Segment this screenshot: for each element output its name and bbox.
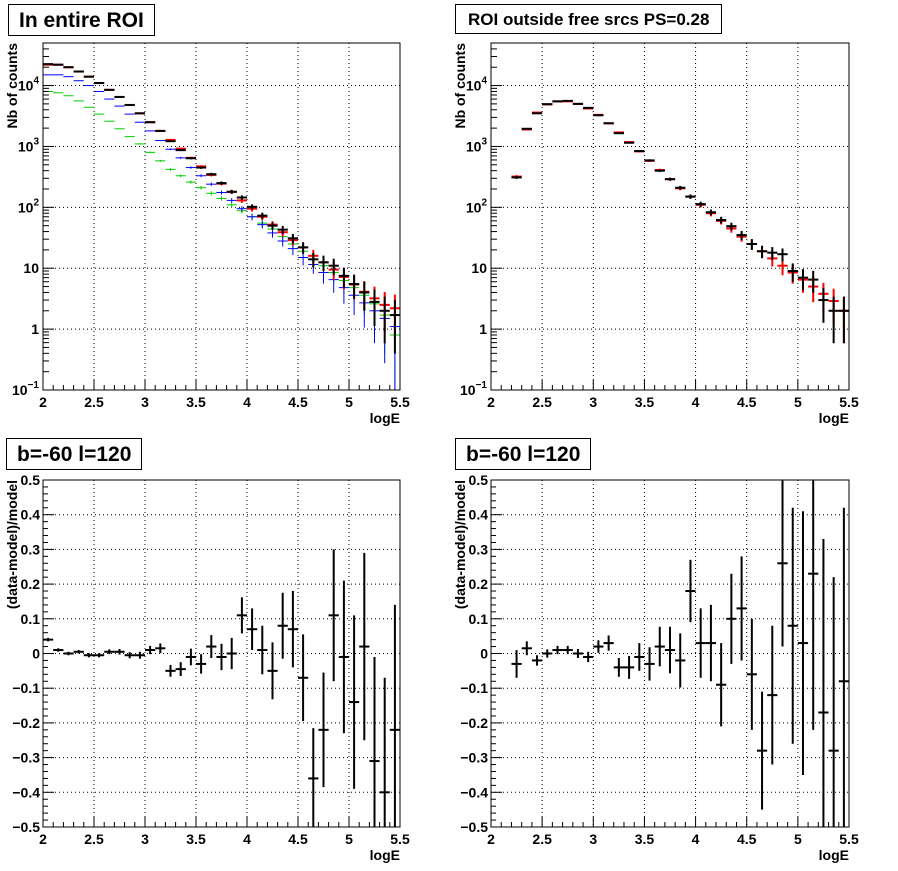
y-axis-title: Nb of counts <box>4 43 20 129</box>
x-axis-title: logE <box>370 847 400 863</box>
x-tick-label: 4.5 <box>737 394 757 410</box>
y-tick-label: −0.1 <box>12 680 40 696</box>
x-tick-label: 5.5 <box>839 831 859 847</box>
x-tick-label: 3 <box>141 394 149 410</box>
y-tick-label: 0.1 <box>21 611 41 627</box>
y-tick-label: 0.2 <box>469 576 489 592</box>
y-tick-label: 0.3 <box>469 541 489 557</box>
x-tick-label: 2 <box>487 831 495 847</box>
y-tick-label: 104 <box>18 76 40 94</box>
x-tick-label: 3.5 <box>186 831 206 847</box>
y-tick-label: 10 <box>23 260 39 276</box>
y-tick-label: 0.2 <box>21 576 41 592</box>
x-axis-title: logE <box>819 410 849 426</box>
x-tick-label: 2.5 <box>84 394 104 410</box>
x-tick-label: 4 <box>243 394 251 410</box>
y-tick-label: −0.2 <box>12 715 40 731</box>
x-tick-label: 5 <box>345 831 353 847</box>
y-tick-label: 103 <box>18 136 40 154</box>
y-tick-label: 1 <box>479 321 487 337</box>
y-tick-label: 0.5 <box>21 472 41 488</box>
x-tick-label: 3 <box>589 831 597 847</box>
x-tick-label: 2 <box>39 394 47 410</box>
series-1 <box>511 480 849 827</box>
x-tick-label: 4 <box>692 831 700 847</box>
panel-2-title: ROI outside free srcs PS=0.28 <box>455 4 723 34</box>
y-tick-label: 102 <box>466 197 488 215</box>
x-tick-label: 4 <box>692 394 700 410</box>
y-tick-label: 103 <box>466 136 488 154</box>
x-tick-label: 3 <box>589 394 597 410</box>
x-tick-label: 2.5 <box>532 394 552 410</box>
panel-2: 2 2.5 3 3.5 4 4.5 5 5.5 10−1 1 10 102 103 104 logE Nb o… <box>452 42 859 426</box>
y-tick-label: −0.5 <box>460 819 488 835</box>
series-4 <box>43 63 400 354</box>
panel-3-title: b=-60 l=120 <box>6 438 143 470</box>
x-axis-title: logE <box>370 410 400 426</box>
series-1 <box>511 100 849 344</box>
x-tick-label: 3 <box>141 831 149 847</box>
panel-1-title: In entire ROI <box>8 4 155 36</box>
y-axis-title: Nb of counts <box>452 43 468 129</box>
y-tick-label: 0 <box>32 646 40 662</box>
y-tick-label: −0.1 <box>460 680 488 696</box>
x-tick-label: 5 <box>345 394 353 410</box>
x-tick-label: 3.5 <box>635 831 655 847</box>
y-tick-label: −0.4 <box>460 784 488 800</box>
plot-frame <box>42 42 401 391</box>
x-tick-label: 2.5 <box>532 831 552 847</box>
y-axis-title: (data-model)/model <box>4 480 20 609</box>
x-tick-label: 5 <box>794 831 802 847</box>
x-tick-label: 4 <box>243 831 251 847</box>
panel-4-title: b=-60 l=120 <box>455 438 592 470</box>
y-tick-label: 0.4 <box>21 507 41 523</box>
x-tick-label: 2.5 <box>84 831 104 847</box>
series-2 <box>511 99 849 344</box>
x-tick-label: 3.5 <box>635 394 655 410</box>
y-tick-label: 0.3 <box>21 541 41 557</box>
x-tick-label: 4.5 <box>737 831 757 847</box>
y-tick-label: 0 <box>480 646 488 662</box>
x-tick-label: 5.5 <box>390 831 410 847</box>
panel-4: 2 2.5 3 3.5 4 4.5 5 5.5 −0.5 −0.4 −0.3 −0.2 −0.1 0 0.1… <box>452 472 859 863</box>
x-tick-label: 5 <box>794 394 802 410</box>
plot-frame <box>490 42 850 391</box>
y-tick-label: 104 <box>466 76 488 94</box>
y-tick-label: 0.1 <box>469 611 489 627</box>
y-tick-label: 1 <box>31 321 39 337</box>
y-tick-label: 10−1 <box>12 380 39 398</box>
panel-1: 2 2.5 3 3.5 4 4.5 5 5.5 10−1 1 10 102 103 104 logE Nb o… <box>4 42 410 426</box>
y-tick-label: 10−1 <box>460 380 487 398</box>
series-3 <box>43 63 400 338</box>
x-tick-label: 2 <box>39 831 47 847</box>
x-tick-label: 4.5 <box>288 831 308 847</box>
y-tick-label: −0.4 <box>12 784 40 800</box>
y-tick-label: 102 <box>18 197 40 215</box>
y-axis-title: (data-model)/model <box>452 480 468 609</box>
y-tick-label: −0.5 <box>12 819 40 835</box>
y-tick-label: −0.2 <box>460 715 488 731</box>
y-tick-label: 0.4 <box>469 507 489 523</box>
series-1 <box>43 90 400 390</box>
x-tick-label: 3.5 <box>186 394 206 410</box>
series-2 <box>43 74 400 390</box>
panel-3: 2 2.5 3 3.5 4 4.5 5 5.5 −0.5 −0.4 −0.3 −0.2 −0.1 0 0.1… <box>4 472 410 863</box>
y-tick-label: 0.5 <box>469 472 489 488</box>
y-tick-label: −0.3 <box>12 750 40 766</box>
x-tick-label: 5.5 <box>390 394 410 410</box>
x-axis-title: logE <box>819 847 849 863</box>
x-tick-label: 4.5 <box>288 394 308 410</box>
y-tick-label: −0.3 <box>460 750 488 766</box>
x-tick-label: 5.5 <box>839 394 859 410</box>
series-1 <box>43 549 400 827</box>
y-tick-label: 10 <box>471 260 487 276</box>
x-tick-label: 2 <box>487 394 495 410</box>
